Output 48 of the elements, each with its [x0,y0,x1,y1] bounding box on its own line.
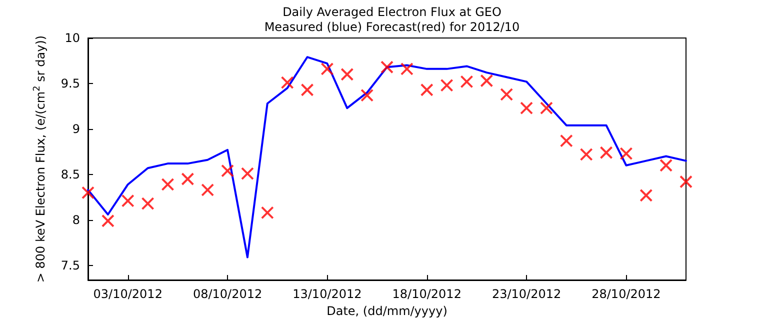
x-tick-label: 28/10/2012 [592,287,661,301]
y-tick-label: 7.5 [60,258,80,272]
point [460,75,474,88]
x-tick-label: 13/10/2012 [292,287,362,301]
point [580,148,593,161]
y-tick-label: 9.5 [60,76,80,90]
x-tick-label: 08/10/2012 [192,287,262,301]
y-tick-label: 9 [72,122,80,136]
point [520,102,534,115]
point [300,83,314,96]
line-series [87,56,687,258]
point [540,102,553,115]
point [280,76,294,90]
x-tick-label: 23/10/2012 [492,287,562,301]
x-axis-title: Date, (dd/mm/yyyy) [326,304,448,318]
point [420,83,434,96]
point [680,175,692,188]
point [121,194,134,208]
point [600,146,613,160]
x-tick-label: 03/10/2012 [93,287,162,301]
point [500,88,514,101]
chart-title: Daily Averaged Electron Flux at GEO [282,5,502,19]
point [320,62,334,76]
point [440,78,454,92]
y-tick-label: 8.5 [60,167,80,182]
x-tick-label: 18/10/2012 [392,287,462,301]
point [480,74,494,88]
point [221,164,234,178]
y-tick-label: 8 [72,212,80,227]
point [640,188,653,202]
point [340,68,354,81]
point [660,158,673,172]
point [260,206,274,220]
point [240,167,254,180]
point [161,178,174,191]
point [141,197,154,210]
point [560,134,573,148]
point [400,62,414,76]
point [82,186,94,200]
y-axis-title: > 800 keV Electron Flux, (e/(cm2 sr day)) [32,35,48,283]
point [101,214,114,228]
point [380,60,394,74]
point [620,147,633,160]
point [360,88,374,102]
chart-subtitle: Measured (blue) Forecast(red) for 2012/10 [264,20,520,34]
y-tick-label: 10 [64,31,80,45]
point [201,183,214,196]
point [181,172,194,186]
